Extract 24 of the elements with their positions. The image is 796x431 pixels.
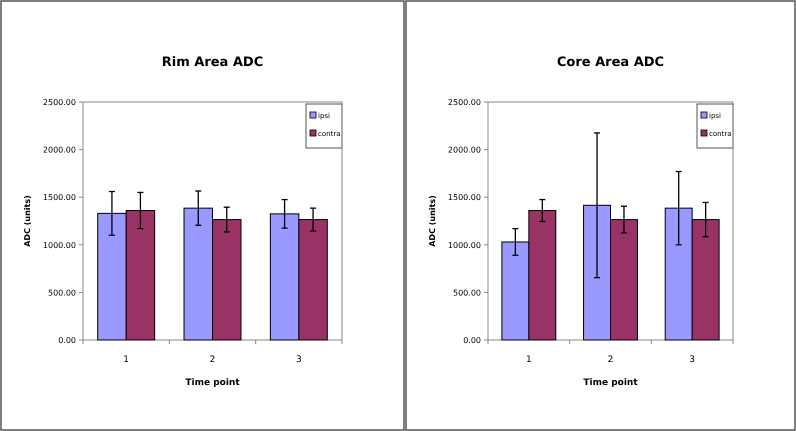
y-tick-label: 2500.00: [448, 98, 481, 107]
y-tick-label: 500.00: [453, 288, 481, 298]
chart-title: Core Area ADC: [556, 55, 664, 70]
x-tick-label: 2: [608, 355, 614, 365]
x-tick-label: 1: [123, 355, 130, 365]
y-tick-label: 1500.00: [42, 193, 76, 202]
y-tick-label: 0.00: [58, 336, 76, 345]
x-tick-label: 1: [526, 355, 532, 365]
y-tick-label: 0.00: [463, 336, 481, 345]
chart-title: Rim Area ADC: [162, 55, 264, 70]
y-tick-label: 500.00: [48, 288, 76, 298]
y-axis-title: ADC (units): [428, 195, 437, 247]
y-tick-label: 1500.00: [448, 193, 481, 202]
x-axis-title: Time point: [185, 378, 240, 388]
x-tick-label: 3: [689, 355, 696, 365]
y-tick-label: 1000.00: [448, 240, 481, 250]
y-axis-title: ADC (units): [23, 195, 32, 247]
y-tick-label: 2000.00: [448, 146, 481, 155]
x-axis-title: Time point: [583, 378, 638, 388]
x-tick-label: 3: [296, 355, 302, 365]
y-tick-label: 2500.00: [42, 98, 76, 107]
y-tick-label: 1000.00: [42, 240, 76, 250]
x-tick-label: 2: [210, 355, 216, 365]
y-tick-label: 2000.00: [42, 146, 76, 155]
